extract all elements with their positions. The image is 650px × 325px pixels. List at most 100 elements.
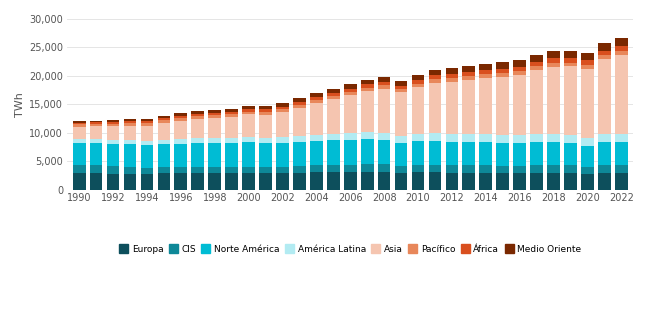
- Bar: [242, 111, 255, 114]
- Bar: [90, 126, 103, 139]
- Bar: [344, 89, 357, 92]
- Bar: [615, 142, 628, 165]
- Bar: [107, 120, 120, 122]
- Bar: [174, 118, 187, 121]
- Bar: [344, 84, 357, 89]
- Bar: [174, 121, 187, 139]
- Bar: [462, 66, 475, 72]
- Bar: [530, 173, 543, 190]
- Bar: [411, 172, 424, 190]
- Bar: [157, 140, 170, 144]
- Bar: [140, 119, 153, 121]
- Bar: [276, 107, 289, 110]
- Bar: [293, 108, 306, 136]
- Bar: [445, 134, 458, 142]
- Bar: [615, 173, 628, 190]
- Bar: [209, 118, 221, 138]
- Bar: [90, 174, 103, 190]
- Bar: [428, 75, 441, 79]
- Bar: [259, 167, 272, 173]
- Bar: [226, 167, 238, 173]
- Bar: [242, 136, 255, 142]
- Bar: [226, 173, 238, 190]
- Bar: [581, 65, 593, 69]
- Bar: [140, 121, 153, 123]
- Bar: [327, 140, 340, 165]
- Bar: [276, 103, 289, 107]
- Bar: [395, 93, 408, 136]
- Bar: [226, 138, 238, 143]
- Bar: [581, 69, 593, 138]
- Bar: [497, 62, 509, 69]
- Bar: [581, 167, 593, 174]
- Bar: [378, 89, 391, 133]
- Bar: [411, 80, 424, 84]
- Bar: [480, 78, 492, 135]
- Bar: [174, 116, 187, 118]
- Bar: [73, 143, 86, 165]
- Bar: [395, 166, 408, 173]
- Bar: [344, 133, 357, 140]
- Bar: [581, 60, 593, 65]
- Bar: [191, 119, 204, 138]
- Bar: [361, 172, 374, 190]
- Bar: [226, 114, 238, 117]
- Bar: [428, 134, 441, 141]
- Bar: [514, 60, 526, 67]
- Bar: [615, 134, 628, 142]
- Bar: [411, 84, 424, 87]
- Bar: [344, 164, 357, 172]
- Y-axis label: TWh: TWh: [15, 92, 25, 117]
- Bar: [344, 92, 357, 95]
- Legend: Europa, CIS, Norte América, América Latina, Asia, Pacífico, África, Medio Orient: Europa, CIS, Norte América, América Lati…: [116, 241, 585, 257]
- Bar: [310, 103, 322, 135]
- Bar: [564, 143, 577, 165]
- Bar: [310, 100, 322, 103]
- Bar: [361, 84, 374, 88]
- Bar: [428, 79, 441, 83]
- Bar: [395, 173, 408, 190]
- Bar: [361, 164, 374, 172]
- Bar: [107, 144, 120, 166]
- Bar: [530, 61, 543, 66]
- Bar: [310, 97, 322, 100]
- Bar: [191, 114, 204, 116]
- Bar: [581, 174, 593, 190]
- Bar: [73, 174, 86, 190]
- Bar: [564, 63, 577, 66]
- Bar: [378, 133, 391, 140]
- Bar: [547, 134, 560, 142]
- Bar: [462, 165, 475, 173]
- Bar: [191, 143, 204, 167]
- Bar: [411, 134, 424, 141]
- Bar: [73, 121, 86, 123]
- Bar: [90, 143, 103, 165]
- Bar: [293, 105, 306, 108]
- Bar: [564, 173, 577, 190]
- Bar: [395, 85, 408, 89]
- Bar: [140, 123, 153, 126]
- Bar: [157, 118, 170, 120]
- Bar: [293, 98, 306, 102]
- Bar: [276, 166, 289, 173]
- Bar: [209, 173, 221, 190]
- Bar: [547, 142, 560, 165]
- Bar: [124, 174, 136, 190]
- Bar: [327, 165, 340, 172]
- Bar: [564, 66, 577, 135]
- Bar: [462, 142, 475, 165]
- Bar: [411, 141, 424, 165]
- Bar: [327, 93, 340, 96]
- Bar: [530, 70, 543, 134]
- Bar: [530, 134, 543, 142]
- Bar: [191, 173, 204, 190]
- Bar: [293, 166, 306, 173]
- Bar: [209, 115, 221, 118]
- Bar: [445, 173, 458, 190]
- Bar: [73, 123, 86, 124]
- Bar: [344, 140, 357, 164]
- Bar: [445, 82, 458, 134]
- Bar: [411, 165, 424, 172]
- Bar: [209, 143, 221, 167]
- Bar: [124, 124, 136, 126]
